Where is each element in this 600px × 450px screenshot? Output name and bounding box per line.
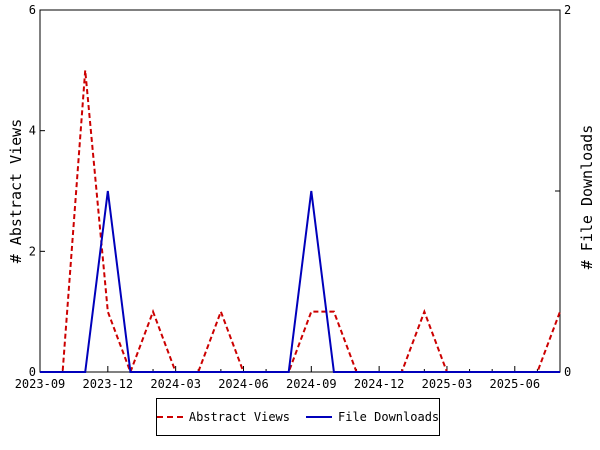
left-tick-label: 4 [29,124,36,138]
x-tick-label: 2023-09 [15,377,66,391]
legend-entry-abstract-views: Abstract Views [156,410,290,424]
x-tick-label: 2024-09 [286,377,337,391]
x-tick-label: 2024-03 [150,377,201,391]
left-tick-label: 0 [29,365,36,379]
x-tick-label: 2025-03 [422,377,473,391]
left-tick-label: 6 [29,3,36,17]
x-tick-label: 2025-06 [489,377,540,391]
legend-swatch-file-downloads [306,416,332,418]
x-tick-label: 2023-12 [83,377,134,391]
right-axis-title: # File Downloads [578,125,596,270]
right-tick-label: 2 [564,3,571,17]
x-tick-label: 2024-06 [218,377,269,391]
legend-label-file-downloads: File Downloads [338,410,440,424]
legend-entry-file-downloads: File Downloads [306,410,439,424]
left-tick-label: 2 [29,244,36,258]
series-layer [40,70,561,375]
legend-label-abstract-views: Abstract Views [188,410,290,424]
plot-area [39,9,561,373]
legend-swatch-abstract-views [156,416,183,418]
x-tick-label: 2024-12 [354,377,405,391]
series-line-file-downloads [40,190,560,373]
right-tick-label: 0 [564,365,571,379]
left-axis-title: # Abstract Views [7,119,25,264]
legend: Abstract Views File Downloads [156,398,440,436]
